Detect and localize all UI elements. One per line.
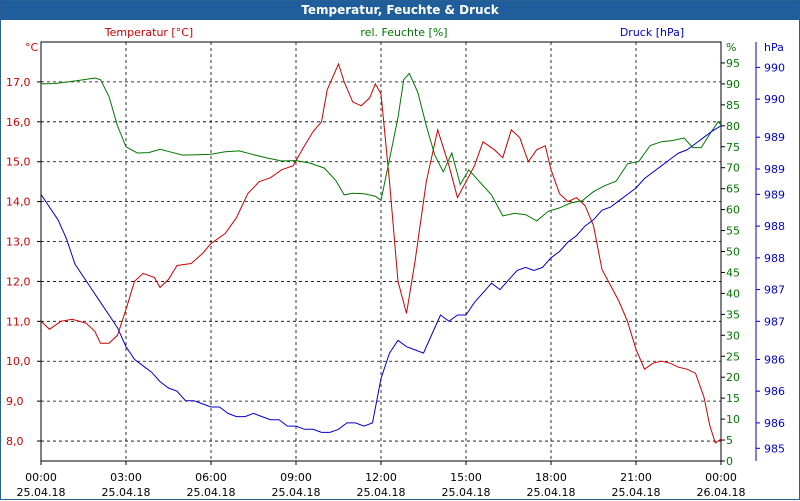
time-tick-label: 00:00 [705, 471, 737, 484]
date-tick-label: 25.04.18 [272, 486, 321, 499]
date-tick-label: 25.04.18 [357, 486, 406, 499]
humidity-tick-label: 75 [726, 141, 740, 154]
pressure-tick-label: 990 [764, 61, 785, 74]
humidity-tick-label: 80 [726, 120, 740, 133]
legend-pressure: Druck [hPa] [620, 26, 684, 39]
humidity-tick-label: 85 [726, 99, 740, 112]
humidity-tick-label: 70 [726, 162, 740, 175]
time-axis: 00:00 25.04.18 03:00 25.04.18 06:00 25.04.18 0… [17, 461, 746, 499]
pressure-tick-label: 989 [764, 188, 785, 201]
humidity-line [40, 72, 722, 222]
pressure-tick-label: 988 [764, 220, 785, 233]
window-title: Temperatur, Feuchte & Druck [1, 1, 799, 20]
date-tick-label: 25.04.18 [527, 486, 576, 499]
temperature-tick-label: 16,0 [6, 116, 31, 129]
pressure-tick-label: 990 [764, 93, 785, 106]
temperature-tick-label: 14,0 [6, 196, 31, 209]
time-tick-label: 18:00 [535, 471, 567, 484]
temperature-tick-label: 15,0 [6, 156, 31, 169]
temperature-tick-label: 9,0 [6, 395, 24, 408]
pressure-tick-label: 987 [764, 315, 785, 328]
humidity-tick-label: 30 [726, 329, 740, 342]
temperature-axis: 8,0 9,0 10,0 11,0 12,0 13,0 14,0 15,0 16,0 17,0 [6, 76, 41, 448]
humidity-tick-label: 40 [726, 287, 740, 300]
pressure-tick-label: 986 [764, 385, 785, 398]
temperature-tick-label: 8,0 [6, 435, 24, 448]
humidity-tick-label: 65 [726, 183, 740, 196]
time-tick-label: 12:00 [365, 471, 397, 484]
pressure-tick-label: 986 [764, 417, 785, 430]
humidity-axis: 0 5 10 15 20 25 30 35 40 45 50 55 60 65 70 75 80 85 90 95 [721, 57, 740, 468]
pressure-tick-label: 989 [764, 131, 785, 144]
temperature-tick-label: 13,0 [6, 236, 31, 249]
grid-lines [41, 42, 721, 461]
humidity-tick-label: 0 [726, 455, 733, 468]
humidity-tick-label: 35 [726, 308, 740, 321]
legend-temperature: Temperatur [°C] [104, 26, 193, 39]
humidity-tick-label: 25 [726, 350, 740, 363]
date-tick-label: 26.04.18 [697, 486, 746, 499]
date-tick-label: 25.04.18 [187, 486, 236, 499]
temperature-tick-label: 12,0 [6, 275, 31, 288]
pressure-tick-label: 989 [764, 163, 785, 176]
date-tick-label: 25.04.18 [442, 486, 491, 499]
humidity-unit: % [726, 41, 736, 54]
date-tick-label: 25.04.18 [612, 486, 661, 499]
time-tick-label: 09:00 [280, 471, 312, 484]
pressure-line [40, 125, 722, 433]
humidity-tick-label: 95 [726, 57, 740, 70]
pressure-tick-label: 987 [764, 284, 785, 297]
temperature-unit: °C [25, 41, 39, 54]
humidity-tick-label: 50 [726, 246, 740, 259]
humidity-tick-label: 55 [726, 225, 740, 238]
legend-humidity: rel. Feuchte [%] [360, 26, 447, 39]
temperature-line [40, 62, 722, 444]
pressure-tick-label: 988 [764, 252, 785, 265]
temperature-tick-label: 10,0 [6, 355, 31, 368]
pressure-tick-label: 986 [764, 353, 785, 366]
temperature-tick-label: 11,0 [6, 315, 31, 328]
temperature-tick-label: 17,0 [6, 76, 31, 89]
pressure-axis: 985 986 986 986 987 987 988 988 989 989 989 990 990 [755, 42, 785, 461]
series-lines [40, 62, 722, 444]
time-tick-label: 03:00 [110, 471, 142, 484]
time-tick-label: 15:00 [450, 471, 482, 484]
pressure-unit: hPa [764, 41, 784, 54]
humidity-tick-label: 20 [726, 371, 740, 384]
humidity-tick-label: 90 [726, 78, 740, 91]
humidity-tick-label: 10 [726, 413, 740, 426]
pressure-tick-label: 985 [764, 442, 785, 455]
time-tick-label: 00:00 [25, 471, 57, 484]
time-tick-label: 21:00 [620, 471, 652, 484]
humidity-tick-label: 15 [726, 392, 740, 405]
humidity-tick-label: 45 [726, 266, 740, 279]
time-tick-label: 06:00 [195, 471, 227, 484]
humidity-tick-label: 60 [726, 204, 740, 217]
date-tick-label: 25.04.18 [17, 486, 66, 499]
humidity-tick-label: 5 [726, 434, 733, 447]
date-tick-label: 25.04.18 [102, 486, 151, 499]
